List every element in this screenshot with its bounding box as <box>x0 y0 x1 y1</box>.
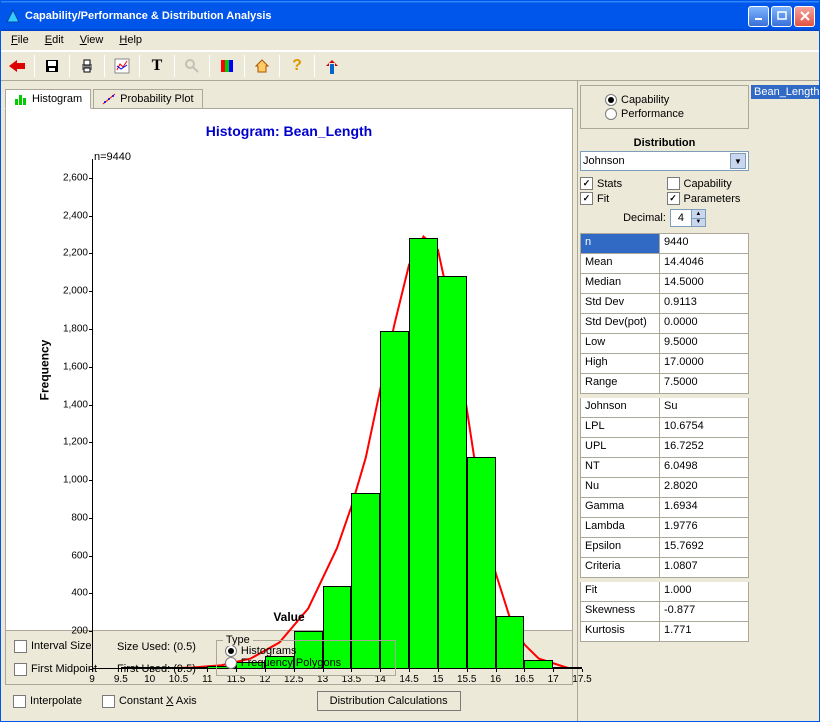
capability-checkbox[interactable]: Capability <box>667 177 750 190</box>
maximize-button[interactable] <box>771 6 792 27</box>
stats-row: Fit1.000 <box>580 582 749 602</box>
stats-row: Skewness-0.877 <box>580 602 749 622</box>
histogram-bar <box>150 667 179 669</box>
variable-item[interactable]: Bean_Length <box>751 85 819 99</box>
spinner-down[interactable]: ▼ <box>691 219 705 227</box>
menu-edit[interactable]: Edit <box>39 33 70 48</box>
parameters-checkbox[interactable]: Parameters <box>667 192 750 205</box>
stats-row: Epsilon15.7692 <box>580 538 749 558</box>
type-histograms-radio[interactable]: Histograms <box>225 645 387 657</box>
stats-row: Low9.5000 <box>580 334 749 354</box>
probplot-icon <box>102 93 116 105</box>
chart-title: Histogram: Bean_Length <box>6 123 572 139</box>
home-icon[interactable] <box>250 54 274 78</box>
tab-probability[interactable]: Probability Plot <box>93 89 202 108</box>
stats-row: n9440 <box>580 234 749 254</box>
decimal-input[interactable] <box>671 210 691 226</box>
stats-row: NT6.0498 <box>580 458 749 478</box>
lower-bar: Interpolate Constant X Axis Distribution… <box>5 685 573 717</box>
variable-list: Bean_Length <box>751 81 819 721</box>
interval-size-checkbox[interactable]: Interval Size <box>14 640 97 653</box>
mode-box: Capability Performance <box>580 85 749 129</box>
histogram-bar <box>121 667 150 669</box>
app-icon <box>5 8 21 24</box>
interpolate-checkbox[interactable]: Interpolate <box>13 695 82 708</box>
help-icon[interactable]: ? <box>285 54 309 78</box>
menu-file[interactable]: File <box>5 33 35 48</box>
tabs: Histogram Probability Plot <box>5 85 573 109</box>
distribution-section: Distribution Johnson ▼ Stats Capability … <box>580 135 749 227</box>
stats-row: Median14.5000 <box>580 274 749 294</box>
tab-histogram[interactable]: Histogram <box>5 89 91 109</box>
print-icon[interactable] <box>75 54 99 78</box>
chart-xlabel: Value <box>6 610 572 624</box>
dropdown-arrow-icon: ▼ <box>730 153 746 169</box>
decimal-label: Decimal: <box>623 212 666 224</box>
window-title: Capability/Performance & Distribution An… <box>25 10 746 22</box>
zoom-icon[interactable] <box>180 54 204 78</box>
titlebar[interactable]: Capability/Performance & Distribution An… <box>1 1 819 31</box>
histogram-bar <box>496 616 525 669</box>
stats-row: Std Dev(pot)0.0000 <box>580 314 749 334</box>
distribution-select[interactable]: Johnson ▼ <box>580 151 749 171</box>
stats-row: Gamma1.6934 <box>580 498 749 518</box>
type-freqpoly-radio[interactable]: Frequency Polygons <box>225 657 387 669</box>
histogram-bar <box>467 457 496 669</box>
stats-row: LPL10.6754 <box>580 418 749 438</box>
right-panel: Capability Performance Distribution John… <box>577 81 751 721</box>
stats-row: Lambda1.9776 <box>580 518 749 538</box>
chart-options-icon[interactable] <box>110 54 134 78</box>
stats-checkbox[interactable]: Stats <box>580 177 663 190</box>
colors-icon[interactable] <box>215 54 239 78</box>
spinner-up[interactable]: ▲ <box>691 210 705 219</box>
menubar: File Edit View Help <box>1 31 819 51</box>
capability-radio[interactable]: Capability <box>605 94 742 106</box>
stats-row: High17.0000 <box>580 354 749 374</box>
histogram-bar <box>524 660 553 669</box>
type-fieldset: Type Histograms Frequency Polygons <box>216 640 396 676</box>
histogram-bar <box>178 667 207 669</box>
back-button[interactable] <box>5 54 29 78</box>
distribution-title: Distribution <box>580 137 749 149</box>
histogram-bar <box>553 667 582 669</box>
menu-help[interactable]: Help <box>113 33 148 48</box>
histogram-bar <box>409 238 438 669</box>
exit-icon[interactable] <box>320 54 344 78</box>
stats-row: Std Dev0.9113 <box>580 294 749 314</box>
performance-radio[interactable]: Performance <box>605 108 742 120</box>
decimal-spinner[interactable]: ▲▼ <box>670 209 706 227</box>
distribution-calculations-button[interactable]: Distribution Calculations <box>317 691 461 711</box>
tab-histogram-label: Histogram <box>32 93 82 105</box>
menu-view[interactable]: View <box>74 33 110 48</box>
save-icon[interactable] <box>40 54 64 78</box>
chart-area: Histogram: Bean_Length n=9440 Frequency … <box>5 109 573 631</box>
text-icon[interactable]: T <box>145 54 169 78</box>
stats-table: n9440Mean14.4046Median14.5000Std Dev0.91… <box>580 233 749 642</box>
fit-checkbox[interactable]: Fit <box>580 192 663 205</box>
stats-row: Criteria1.0807 <box>580 558 749 578</box>
stats-row: Range7.5000 <box>580 374 749 394</box>
histogram-icon <box>14 93 28 105</box>
stats-row: Nu2.8020 <box>580 478 749 498</box>
stats-row: Mean14.4046 <box>580 254 749 274</box>
first-midpoint-checkbox[interactable]: First Midpoint <box>14 663 97 676</box>
close-button[interactable] <box>794 6 815 27</box>
app-window: Capability/Performance & Distribution An… <box>0 0 820 722</box>
minimize-button[interactable] <box>748 6 769 27</box>
constant-x-checkbox[interactable]: Constant X Axis <box>102 695 197 708</box>
histogram-plot: 2004006008001,0001,2001,4001,6001,8002,0… <box>92 159 582 669</box>
stats-row: UPL16.7252 <box>580 438 749 458</box>
stats-row: Kurtosis1.771 <box>580 622 749 642</box>
toolbar: T ? <box>1 51 819 81</box>
tab-probability-label: Probability Plot <box>120 93 193 105</box>
stats-row: JohnsonSu <box>580 398 749 418</box>
